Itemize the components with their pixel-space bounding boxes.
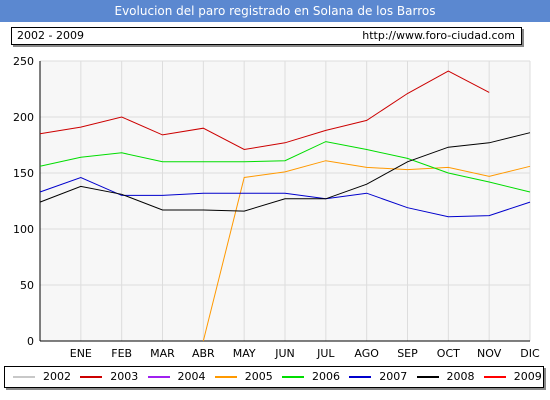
legend-label: 2008 [446,370,475,383]
x-tick-label: OCT [437,347,460,360]
y-tick-label: 0 [27,335,34,348]
legend-label: 2003 [110,370,139,383]
legend-swatch [214,376,237,378]
x-tick-label: JUL [316,347,335,360]
x-tick-label: ENE [70,347,92,360]
period-label: 2002 - 2009 [17,29,84,42]
series-line-2005 [202,160,531,342]
legend-swatch [13,376,35,378]
legend-label: 2009 [513,370,542,383]
legend: 2002 2003 2004 2005 2006 2007 2008 2009 [4,366,544,388]
x-tick-label: MAR [150,347,175,360]
series-lines [39,70,531,342]
legend-label: 2004 [177,370,206,383]
legend-label: 2005 [244,370,273,383]
legend-swatch [80,376,103,378]
x-tick-label: ABR [192,347,215,360]
y-tick-label: 200 [13,111,34,124]
y-tick-label: 250 [13,55,34,68]
legend-swatch [147,376,170,378]
legend-swatch [282,376,304,378]
y-tick-label: 100 [13,223,34,236]
source-url: http://www.foro-ciudad.com [362,29,515,42]
x-tick-label: FEB [111,347,132,360]
x-tick-label: JUN [274,347,295,360]
info-bar: 2002 - 2009 http://www.foro-ciudad.com [11,27,522,45]
series-line-2006 [39,141,531,193]
tick-labels: 0 50 100 150 200 250 ENE FEB MAR ABR MAY JUN JUL AGO S… [13,55,540,360]
series-line-2008 [39,132,531,212]
x-tick-label: SEP [397,347,418,360]
y-tick-label: 50 [20,279,34,292]
y-tick-label: 150 [13,167,34,180]
series-line-2003 [39,70,490,151]
legend-swatch [483,376,506,378]
series-line-2007 [39,176,531,218]
legend-label: 2006 [312,370,340,383]
legend-swatch [349,376,372,378]
x-tick-label: DIC [520,347,540,360]
x-tick-label: MAY [233,347,256,360]
legend-swatch [416,376,439,378]
chart-title: Evolucion del paro registrado en Solana … [0,0,550,22]
x-tick-label: AGO [354,347,379,360]
legend-label: 2002 [43,370,71,383]
x-tick-label: NOV [477,347,502,360]
legend-label: 2007 [379,370,408,383]
axes [39,61,530,342]
